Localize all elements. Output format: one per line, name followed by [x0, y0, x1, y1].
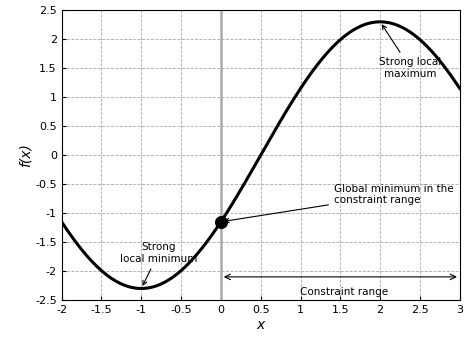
Point: [217, 219, 225, 225]
X-axis label: x: x: [256, 318, 265, 332]
Text: Strong local
maximum: Strong local maximum: [379, 25, 442, 79]
Text: Constraint range: Constraint range: [300, 287, 388, 297]
Text: Global minimum in the
constraint range: Global minimum in the constraint range: [225, 184, 454, 223]
Text: Strong
local minimum: Strong local minimum: [120, 242, 198, 285]
Y-axis label: f(x): f(x): [18, 143, 32, 167]
